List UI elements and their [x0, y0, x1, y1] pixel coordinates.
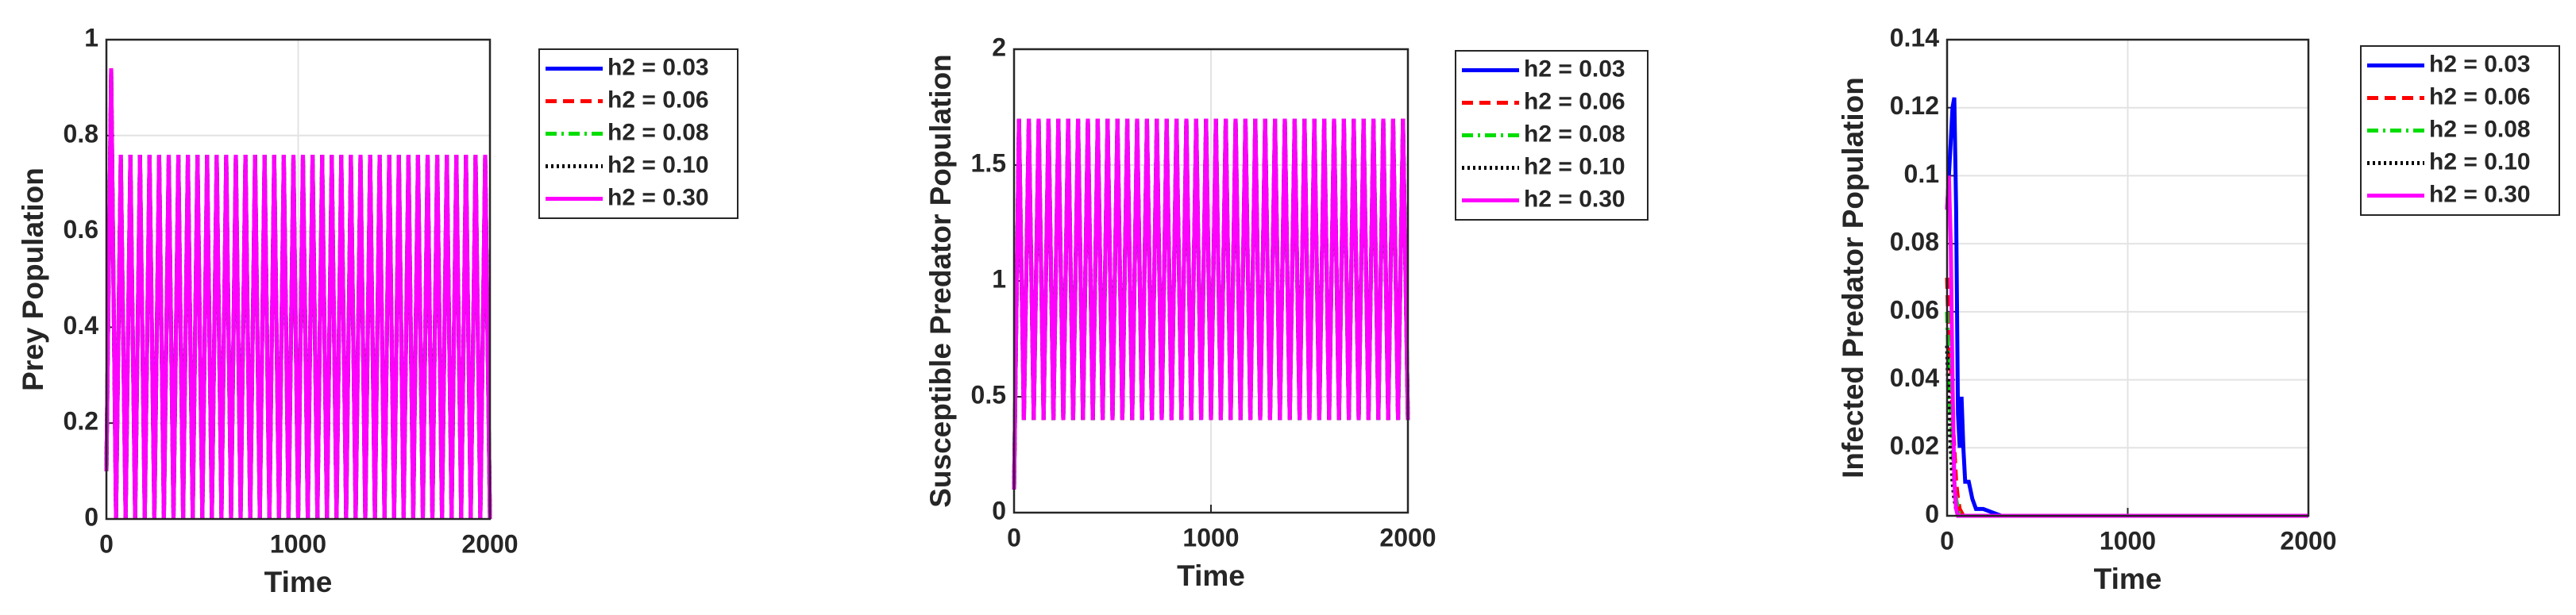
x-tick-label: 0 [1007, 523, 1021, 552]
y-tick-label: 0.2 [64, 407, 98, 436]
x-tick-label: 0 [99, 529, 114, 558]
legend-label: h2 = 0.03 [1524, 56, 1625, 82]
x-tick-label: 2000 [1379, 523, 1436, 552]
chart: 0 0.5 1 1.5 2 0 1000 2000 Time Susceptible Predat… [924, 33, 1649, 592]
y-axis-label: Infected Predator Population [1837, 77, 1869, 479]
legend-label: h2 = 0.10 [2429, 148, 2531, 175]
axes-box [1012, 48, 1409, 514]
y-tick-label: 0.12 [1890, 91, 1939, 120]
x-axis-label: Time [264, 566, 333, 598]
legend-label: h2 = 0.30 [1524, 186, 1625, 212]
y-tick-label: 0.06 [1890, 295, 1939, 324]
legend-label: h2 = 0.06 [1524, 88, 1625, 114]
x-tick-label: 0 [1940, 526, 1954, 555]
legend-label: h2 = 0.03 [2429, 51, 2531, 77]
legend-label: h2 = 0.06 [607, 86, 709, 113]
y-tick-label: 1 [84, 23, 98, 52]
y-tick-label: 0 [992, 496, 1006, 525]
y-tick-label: 0.14 [1890, 23, 1939, 52]
y-tick-label: 0.4 [64, 311, 99, 340]
y-axis-label: Prey Population [17, 167, 49, 391]
y-tick-label: 0.1 [1904, 160, 1939, 188]
x-tick-label: 1000 [2100, 526, 2156, 555]
y-tick-label: 0.5 [971, 380, 1006, 409]
x-axis-label: Time [2094, 563, 2162, 595]
y-tick-label: 2 [992, 33, 1006, 61]
series-line [1012, 118, 1410, 490]
y-tick-label: 0.8 [64, 119, 98, 148]
y-axis-label: Susceptible Predator Population [924, 54, 957, 508]
y-tick-label: 0.04 [1890, 363, 1939, 392]
legend-label: h2 = 0.10 [1524, 153, 1625, 179]
axes-box [1945, 38, 2310, 517]
legend-label: h2 = 0.06 [2429, 83, 2531, 110]
y-tick-label: 1.5 [971, 148, 1006, 177]
chart: 0 0.2 0.4 0.6 0.8 1 0 1000 2000 Time Prey Populati… [17, 23, 738, 598]
legend-label: h2 = 0.10 [607, 152, 709, 178]
legend-label: h2 = 0.08 [1524, 121, 1625, 147]
y-tick-label: 0 [84, 502, 98, 531]
y-tick-label: 0 [1925, 499, 1939, 528]
legend-label: h2 = 0.08 [607, 119, 709, 145]
y-tick-label: 0.02 [1890, 432, 1939, 460]
legend-label: h2 = 0.03 [607, 54, 709, 80]
x-tick-label: 2000 [2280, 526, 2336, 555]
y-tick-label: 0.6 [64, 215, 98, 244]
axes-box [105, 38, 492, 521]
chart: 0 0.02 0.04 0.06 0.08 0.1 0.12 0.14 0 1000 2000 Tim… [1837, 23, 2560, 595]
legend-label: h2 = 0.30 [2429, 181, 2531, 207]
y-tick-label: 0.08 [1890, 228, 1939, 256]
x-tick-label: 1000 [270, 529, 326, 558]
y-tick-label: 1 [992, 264, 1006, 293]
x-axis-label: Time [1177, 559, 1245, 592]
legend-label: h2 = 0.08 [2429, 116, 2531, 142]
x-tick-label: 1000 [1182, 523, 1239, 552]
legend-label: h2 = 0.30 [607, 184, 709, 210]
x-tick-label: 2000 [461, 529, 518, 558]
